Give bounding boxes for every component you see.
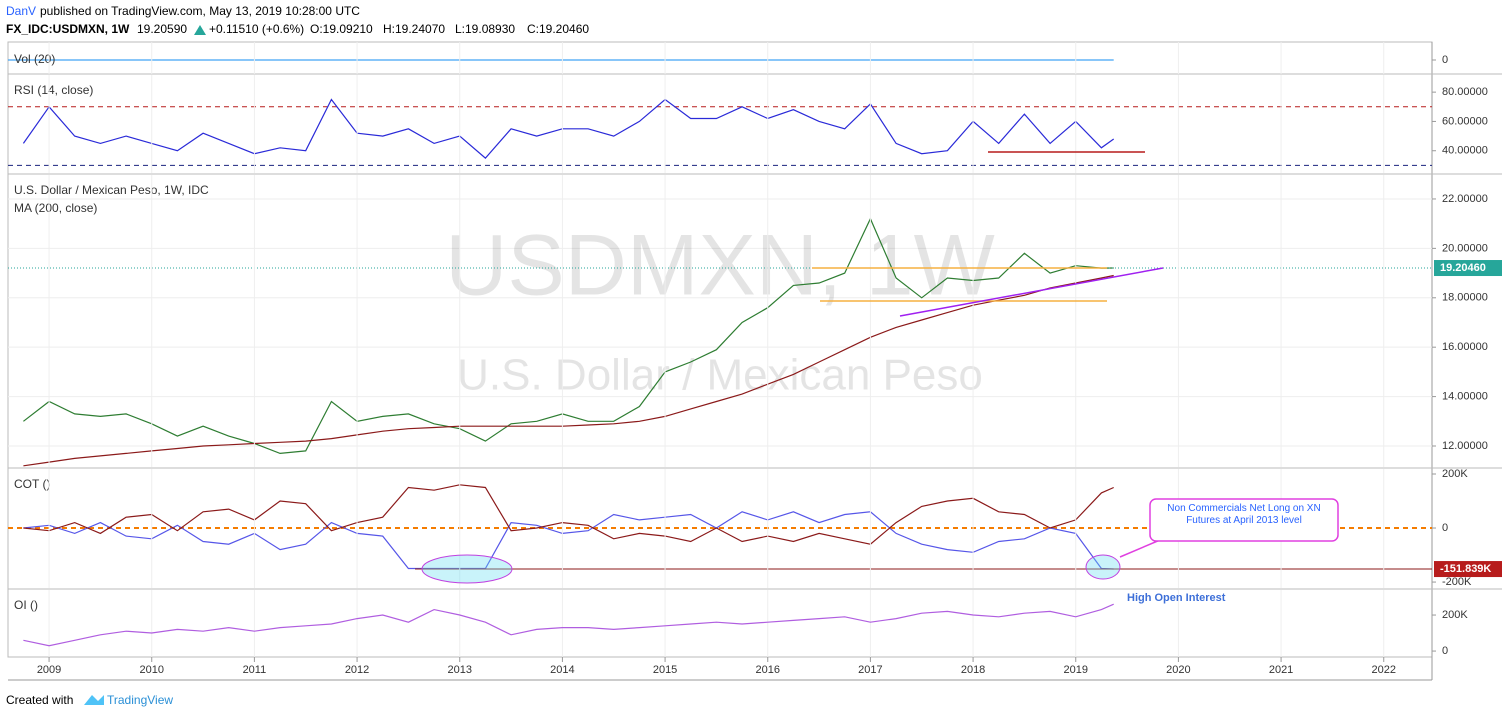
open: O:19.09210 [310, 22, 373, 36]
y-tick-label: 200K [1442, 609, 1468, 621]
footer-prefix: Created with [6, 693, 73, 707]
published: published on TradingView.com, May 13, 20… [40, 4, 360, 18]
x-tick-label: 2009 [37, 664, 61, 676]
change: +0.11510 (+0.6%) [209, 22, 304, 36]
y-tick-label: 80.00000 [1442, 86, 1488, 98]
close: C:19.20460 [527, 22, 589, 36]
symbol: FX_IDC:USDMXN, 1W [6, 22, 130, 36]
y-tick-label: 0 [1442, 54, 1448, 66]
x-tick-label: 2011 [243, 664, 267, 676]
footer-brand[interactable]: TradingView [107, 693, 173, 707]
pane-title: RSI (14, close) [14, 83, 93, 97]
watermark: U.S. Dollar / Mexican Peso [457, 351, 983, 400]
series-line [22, 98, 1115, 159]
y-tick-label: 40.00000 [1442, 145, 1488, 157]
y-tick-label: 14.00000 [1442, 391, 1488, 403]
price: 19.20590 [137, 22, 187, 36]
x-tick-label: 2021 [1269, 664, 1293, 676]
last-value-box [1434, 260, 1502, 277]
drawn-trendline [899, 267, 1164, 317]
callout-box [1149, 498, 1339, 542]
x-tick-label: 2012 [345, 664, 369, 676]
x-tick-label: 2016 [755, 664, 779, 676]
y-tick-label: 12.00000 [1442, 440, 1488, 452]
x-tick-label: 2014 [550, 664, 574, 676]
high: H:19.24070 [383, 22, 445, 36]
x-tick-label: 2019 [1064, 664, 1088, 676]
series-line [23, 274, 1114, 467]
y-tick-label: 18.00000 [1442, 292, 1488, 304]
oi-annotation: High Open Interest [1127, 592, 1226, 604]
series-line [23, 484, 1114, 545]
series-line [23, 603, 1114, 647]
last-value-label: 19.20460 [1440, 262, 1486, 274]
callout-text: Non Commercials Net Long on XN Futures a… [1167, 503, 1321, 526]
x-tick-label: 2015 [653, 664, 677, 676]
watermark: USDMXN, 1W [445, 218, 994, 314]
series-line [23, 217, 1114, 455]
chart-frame [7, 41, 1433, 658]
y-tick-label: -200K [1442, 576, 1472, 588]
y-tick-label: 0 [1442, 522, 1448, 534]
author[interactable]: DanV [6, 4, 36, 18]
pane-subtitle: MA (200, close) [14, 201, 97, 215]
y-tick-label: 22.00000 [1442, 193, 1488, 205]
last-value-label: -151.839K [1440, 563, 1491, 575]
x-tick-label: 2013 [447, 664, 471, 676]
callout-pointer [1119, 539, 1161, 558]
y-tick-label: 20.00000 [1442, 242, 1488, 254]
pane-title: Vol (20) [14, 52, 55, 66]
pane-title: U.S. Dollar / Mexican Peso, 1W, IDC [14, 183, 209, 197]
highlight-ellipse [421, 554, 513, 584]
callout: Non Commercials Net Long on XN Futures a… [1167, 503, 1321, 526]
y-tick-label: 16.00000 [1442, 341, 1488, 353]
x-tick-label: 2010 [139, 664, 163, 676]
up-arrow [194, 25, 206, 35]
x-tick-label: 2022 [1372, 664, 1396, 676]
x-tick-label: 2018 [961, 664, 985, 676]
y-tick-label: 200K [1442, 468, 1468, 480]
low: L:19.08930 [455, 22, 515, 36]
y-tick-label: 60.00000 [1442, 115, 1488, 127]
pane-title: COT () [14, 477, 50, 491]
y-tick-label: 0 [1442, 645, 1448, 657]
last-value-box [1434, 561, 1502, 578]
series-line [23, 511, 1114, 570]
x-tick-label: 2020 [1166, 664, 1190, 676]
pane-title: OI () [14, 598, 38, 612]
highlight-ellipse [1085, 554, 1121, 580]
tv-logo [84, 695, 104, 705]
x-tick-label: 2017 [858, 664, 882, 676]
